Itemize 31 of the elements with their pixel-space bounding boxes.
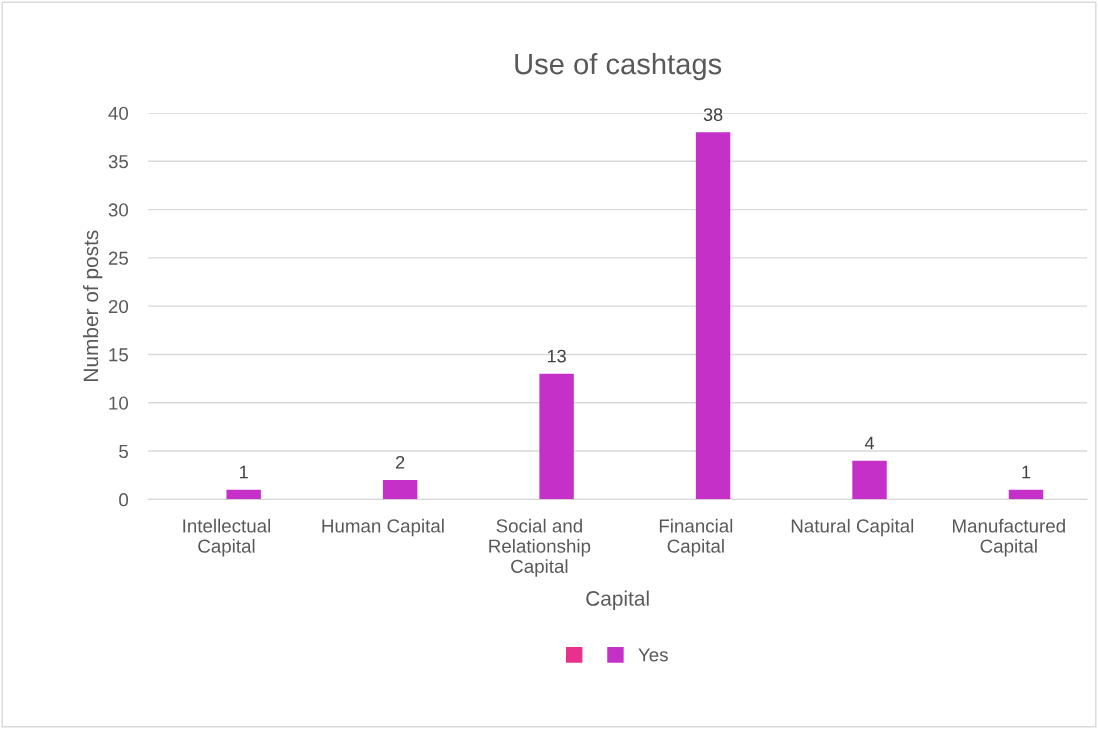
x-tick-label: Social and Relationship Capital: [489, 518, 591, 577]
data-label: 1: [1022, 465, 1031, 479]
y-tick-label: 0: [119, 493, 129, 507]
y-tick-label: 5: [119, 444, 128, 459]
y-tick-label: 35: [108, 154, 128, 169]
y-tick-label: 25: [108, 251, 128, 265]
bar: [1008, 489, 1044, 500]
data-label: 4: [864, 436, 875, 450]
y-tick-label: 10: [109, 396, 129, 410]
y-tick-label: 40: [108, 106, 129, 120]
x-tick-label: Financial Capital: [659, 518, 733, 557]
y-tick-label: 30: [108, 203, 129, 217]
y-tick-label: 15: [109, 348, 128, 362]
chart-title: Use of cashtags: [515, 52, 722, 81]
x-tick-label: Intellectual Capital: [183, 518, 271, 557]
bar: [382, 480, 418, 500]
x-tick-label: Natural Capital: [791, 518, 914, 537]
data-label: 1: [240, 465, 248, 479]
data-label: 13: [547, 349, 566, 363]
y-tick-label: 20: [108, 299, 129, 314]
data-label: 2: [396, 455, 405, 469]
x-axis-title: Capital: [586, 590, 649, 610]
bar: [226, 489, 261, 500]
x-tick-label: Manufactured Capital: [953, 518, 1065, 557]
bar: [852, 460, 887, 500]
data-label: 38: [703, 108, 723, 122]
bar: [539, 373, 574, 500]
y-axis-title: Number of posts: [82, 230, 103, 381]
legend-label: Yes: [638, 648, 668, 662]
bar: [695, 132, 731, 500]
x-tick-label: Human Capital: [322, 518, 444, 537]
